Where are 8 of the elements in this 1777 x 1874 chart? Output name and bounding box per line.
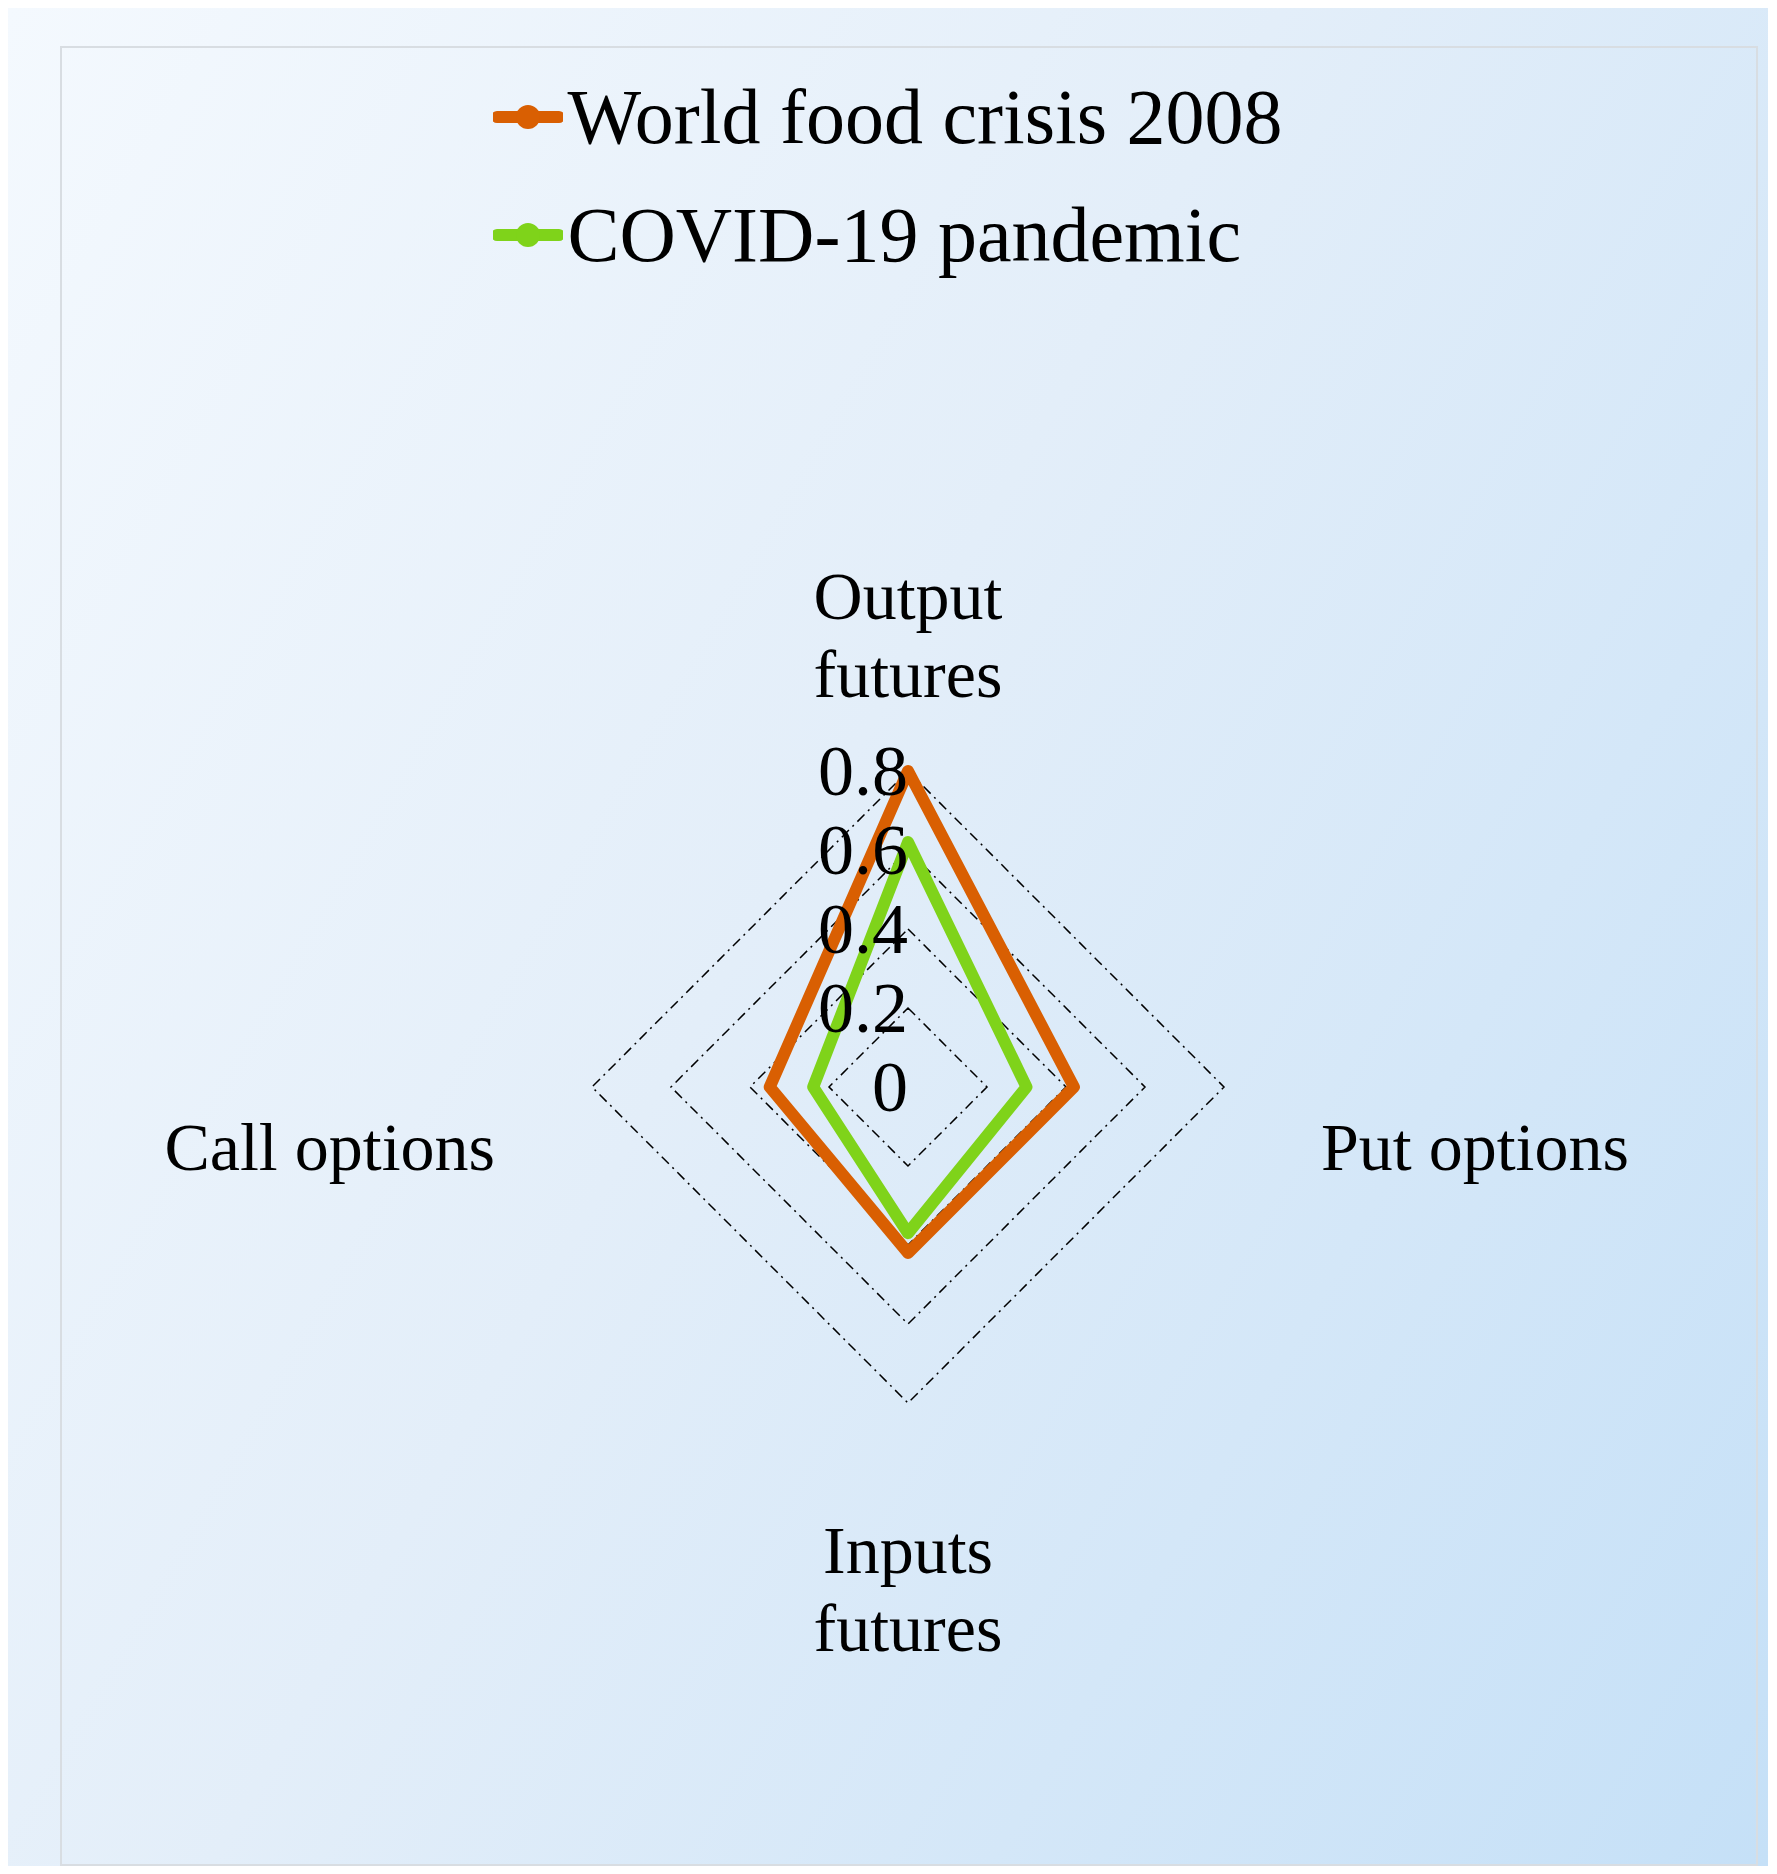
spoke-label: Inputs futures [813,1512,1003,1666]
spoke-label: Call options [164,1109,495,1185]
y-tick-label: 0.8 [818,731,908,811]
spoke-label: Output futures [813,558,1003,712]
legend-label: COVID-19 pandemic [567,190,1242,280]
spoke-label: Put options [1321,1109,1629,1185]
y-tick-label: 0 [872,1047,908,1127]
legend-label: World food crisis 2008 [567,72,1283,162]
